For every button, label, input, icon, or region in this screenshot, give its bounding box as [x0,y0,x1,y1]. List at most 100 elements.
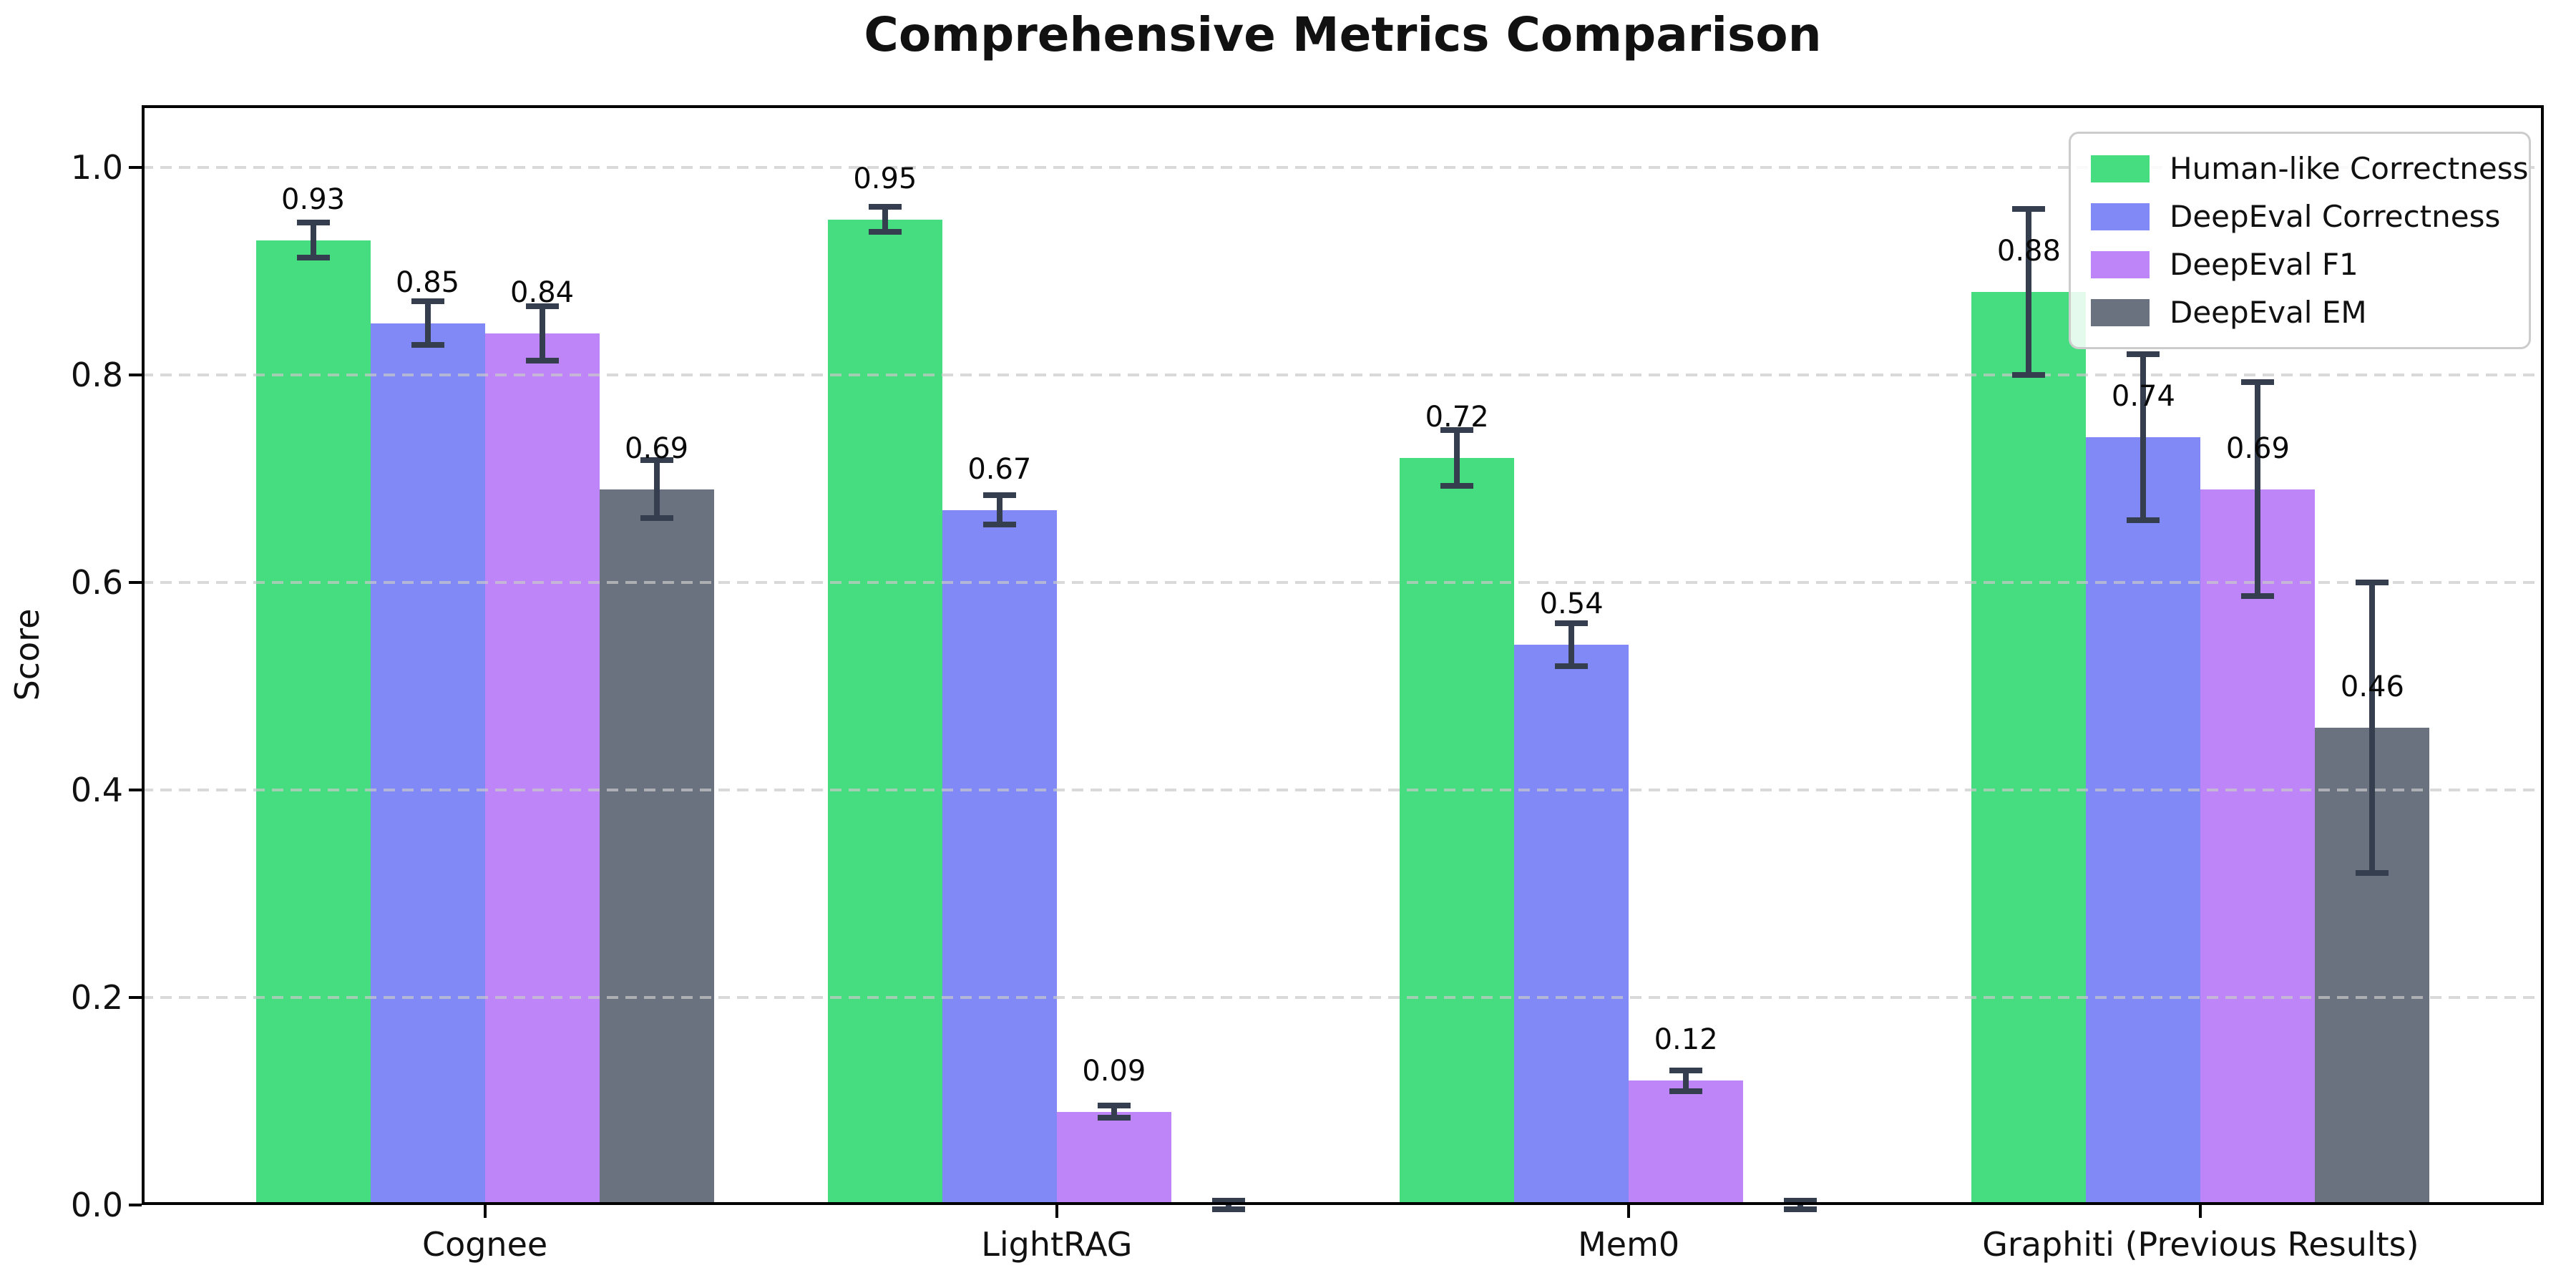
bar-value-label-cognee-human-like-correctness: 0.93 [281,182,346,216]
legend-item-deepeval-em: DeepEval EM [2091,295,2509,330]
x-tick-mem0 [1627,1205,1631,1218]
error-cap-bottom-mem0-deepeval-em [1784,1206,1818,1212]
bar-lightrag-deepeval-f1 [1056,1111,1171,1205]
error-bar-mem0-human-like-correctness [1454,429,1460,487]
y-axis-label: Score [8,608,47,701]
error-cap-top-lightrag-deepeval-em [1211,1198,1245,1204]
error-cap-top-graphiti-previous-results-deepeval-correctness [2127,351,2160,357]
legend-label-human-like-correctness: Human-like Correctness [2170,151,2529,186]
bar-value-label-graphiti-previous-results-deepeval-correctness: 0.74 [2111,380,2175,414]
error-bar-graphiti-previous-results-human-like-correctness [2026,209,2032,375]
error-cap-top-lightrag-human-like-correctness [868,204,902,210]
x-tick-label-mem0: Mem0 [1578,1225,1680,1264]
error-cap-top-lightrag-deepeval-f1 [1097,1102,1131,1108]
error-cap-top-mem0-deepeval-correctness [1555,620,1589,626]
bar-cognee-deepeval-em [599,489,714,1205]
error-cap-bottom-graphiti-previous-results-deepeval-em [2356,870,2389,876]
error-cap-top-cognee-deepeval-correctness [411,298,444,305]
bar-mem0-deepeval-correctness [1514,645,1629,1205]
error-cap-top-cognee-deepeval-em [640,457,673,463]
error-bar-cognee-deepeval-f1 [539,306,545,361]
bar-mem0-human-like-correctness [1400,458,1515,1205]
y-tick-label-0-8: 0.8 [70,356,123,394]
error-bar-graphiti-previous-results-deepeval-correctness [2140,354,2147,520]
legend-label-deepeval-em: DeepEval EM [2170,295,2367,330]
legend-item-deepeval-f1: DeepEval F1 [2091,247,2509,282]
bar-value-label-cognee-deepeval-em: 0.69 [625,431,689,465]
error-cap-top-mem0-deepeval-em [1784,1198,1818,1204]
error-bar-cognee-deepeval-em [653,459,660,519]
legend-swatch-deepeval-em [2091,298,2150,326]
x-tick-lightrag [1055,1205,1058,1218]
bar-lightrag-deepeval-correctness [942,509,1057,1205]
bar-lightrag-human-like-correctness [827,219,942,1205]
x-tick-cognee [483,1205,487,1218]
error-bar-graphiti-previous-results-deepeval-f1 [2255,382,2261,596]
error-cap-top-cognee-human-like-correctness [296,219,330,225]
error-cap-bottom-graphiti-previous-results-deepeval-correctness [2127,517,2160,523]
error-cap-bottom-graphiti-previous-results-deepeval-f1 [2241,592,2275,599]
error-cap-bottom-cognee-deepeval-correctness [411,341,444,348]
bar-value-label-cognee-deepeval-correctness: 0.85 [396,265,460,299]
bar-value-label-lightrag-deepeval-correctness: 0.67 [967,452,1032,486]
legend-label-deepeval-f1: DeepEval F1 [2170,247,2358,282]
error-bar-lightrag-deepeval-correctness [996,495,1002,525]
plot-area: 0.93 0.85 0.84 0.69 0.95 0.67 0.09 0.72 0.54 0.12… [142,105,2544,1212]
bar-value-label-graphiti-previous-results-deepeval-f1: 0.69 [2225,431,2290,465]
y-tick-label-0-0: 0.0 [70,1186,123,1224]
error-bar-cognee-human-like-correctness [310,222,316,258]
y-tick-label-0-4: 0.4 [70,771,123,809]
error-cap-bottom-mem0-human-like-correctness [1440,483,1474,489]
y-tick-label-0-6: 0.6 [70,563,123,602]
error-cap-top-mem0-deepeval-f1 [1669,1067,1703,1073]
error-bar-graphiti-previous-results-deepeval-em [2369,582,2376,873]
legend-swatch-human-like-correctness [2091,155,2150,182]
legend-swatch-deepeval-correctness [2091,203,2150,230]
bar-cognee-deepeval-f1 [484,333,600,1205]
y-tick-1-0 [129,166,142,169]
legend-item-human-like-correctness: Human-like Correctness [2091,151,2529,186]
y-tick-0-0 [129,1204,142,1206]
error-cap-bottom-graphiti-previous-results-human-like-correctness [2012,372,2046,378]
bar-value-label-lightrag-human-like-correctness: 0.95 [853,162,917,195]
error-cap-top-lightrag-deepeval-correctness [982,492,1016,499]
legend-item-deepeval-correctness: DeepEval Correctness [2091,199,2509,234]
error-cap-bottom-lightrag-deepeval-correctness [982,521,1016,527]
error-cap-bottom-lightrag-deepeval-em [1211,1206,1245,1212]
bar-value-label-cognee-deepeval-f1: 0.84 [510,276,575,310]
error-cap-bottom-lightrag-deepeval-f1 [1097,1115,1131,1121]
y-tick-0-2 [129,996,142,999]
bar-cognee-deepeval-correctness [370,323,485,1205]
y-tick-0-4 [129,789,142,791]
chart-title: Comprehensive Metrics Comparison [864,7,1822,62]
bar-value-label-mem0-deepeval-correctness: 0.54 [1539,587,1604,621]
error-cap-bottom-mem0-deepeval-f1 [1669,1088,1703,1094]
error-cap-top-mem0-human-like-correctness [1440,426,1474,433]
gridline-y-0.4 [142,789,2544,791]
error-bar-mem0-deepeval-correctness [1568,623,1575,667]
error-cap-bottom-cognee-human-like-correctness [296,255,330,261]
error-bar-mem0-deepeval-f1 [1683,1070,1689,1091]
legend-label-deepeval-correctness: DeepEval Correctness [2170,199,2501,234]
error-cap-top-cognee-deepeval-f1 [525,303,559,310]
legend-swatch-deepeval-f1 [2091,250,2150,278]
error-cap-bottom-cognee-deepeval-f1 [525,357,559,364]
bar-cognee-human-like-correctness [255,240,371,1205]
bar-value-label-mem0-deepeval-f1: 0.12 [1654,1023,1718,1057]
y-tick-label-0-2: 0.2 [70,978,123,1017]
bar-value-label-mem0-human-like-correctness: 0.72 [1425,401,1489,434]
bar-graphiti-previous-results-deepeval-f1 [2200,489,2316,1205]
error-bar-lightrag-deepeval-f1 [1111,1105,1117,1118]
x-tick-graphiti-previous-results [2199,1205,2202,1218]
error-cap-top-graphiti-previous-results-deepeval-f1 [2241,379,2275,386]
error-cap-bottom-cognee-deepeval-em [640,515,673,522]
bar-mem0-deepeval-f1 [1629,1080,1744,1205]
bar-value-label-graphiti-previous-results-human-like-correctness: 0.88 [1996,235,2061,268]
x-tick-label-graphiti-previous-results: Graphiti (Previous Results) [1982,1225,2419,1264]
error-cap-bottom-lightrag-human-like-correctness [868,228,902,235]
bar-graphiti-previous-results-human-like-correctness [1971,292,2087,1205]
bar-value-label-graphiti-previous-results-deepeval-em: 0.46 [2340,670,2404,704]
x-tick-label-cognee: Cognee [421,1225,548,1264]
bar-value-label-lightrag-deepeval-f1: 0.09 [1082,1054,1146,1088]
